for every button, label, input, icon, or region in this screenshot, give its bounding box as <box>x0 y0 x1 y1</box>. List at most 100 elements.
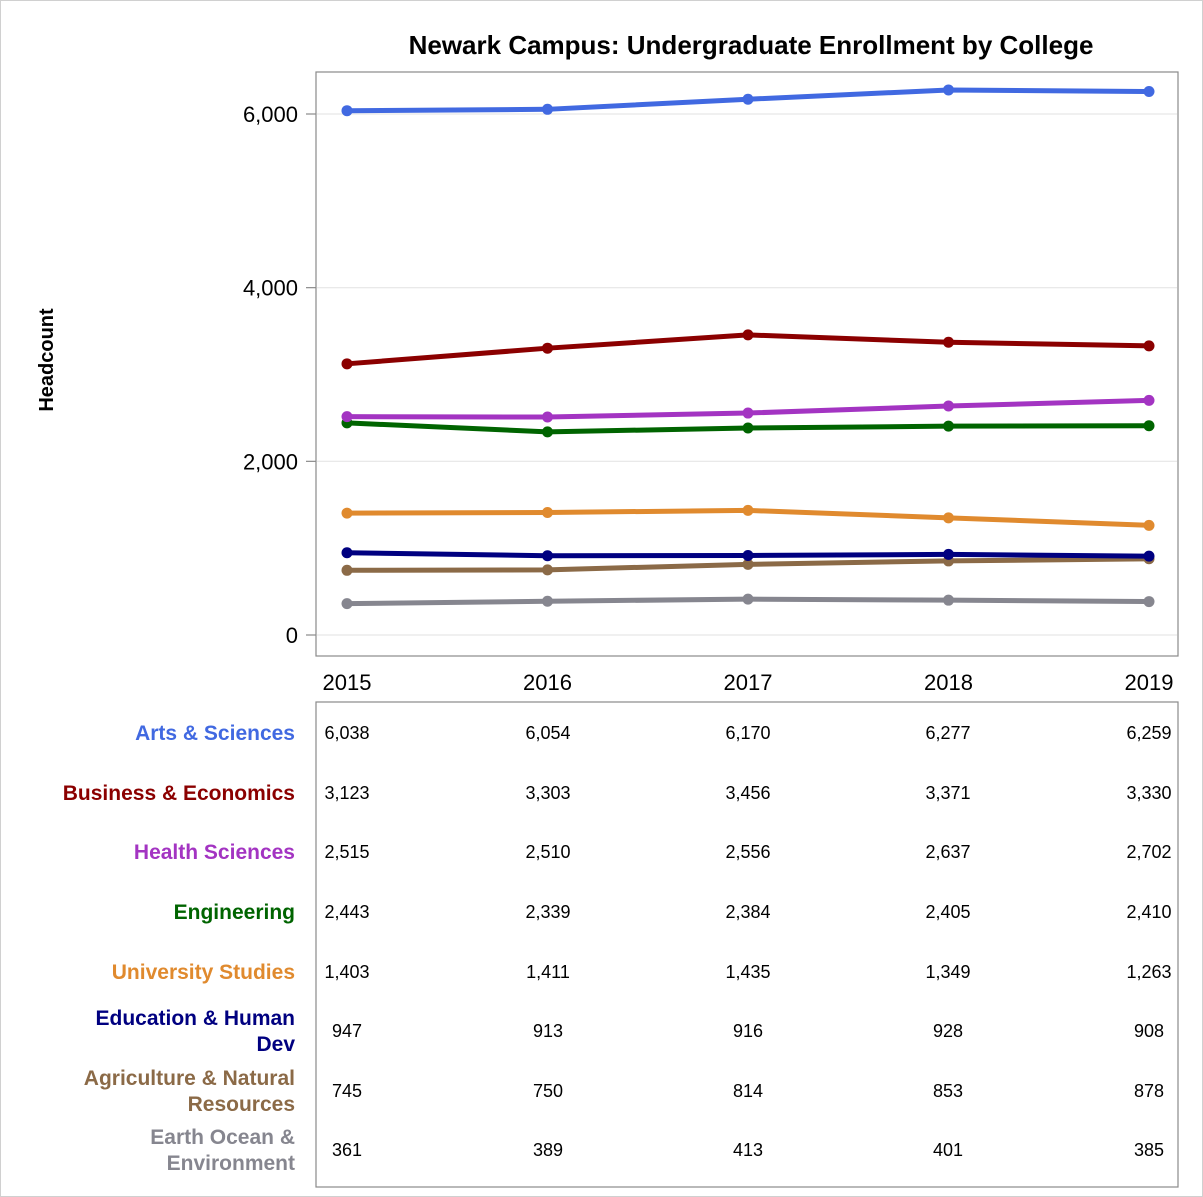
data-point <box>542 596 553 607</box>
data-point <box>743 408 754 419</box>
data-point <box>943 595 954 606</box>
table-cell: 2,510 <box>525 842 570 862</box>
data-point <box>1144 596 1155 607</box>
table-cell: 6,054 <box>525 723 570 743</box>
data-point <box>1144 340 1155 351</box>
data-point <box>743 550 754 561</box>
table-cell: 6,277 <box>925 723 970 743</box>
data-point <box>1144 520 1155 531</box>
table-cell: 1,403 <box>324 962 369 982</box>
table-cell: 389 <box>533 1140 563 1160</box>
table-cell: 6,259 <box>1126 723 1171 743</box>
data-point <box>943 549 954 560</box>
data-point <box>542 104 553 115</box>
y-axis-ticks: 0 2,000 4,000 6,000 <box>243 102 316 648</box>
data-point <box>542 507 553 518</box>
table-cell: 361 <box>332 1140 362 1160</box>
x-tick-label: 2016 <box>523 670 572 695</box>
table-cell: 2,702 <box>1126 842 1171 862</box>
data-point <box>342 105 353 116</box>
table-cell: 2,443 <box>324 902 369 922</box>
table-cell: 2,384 <box>725 902 770 922</box>
table-cell: 2,515 <box>324 842 369 862</box>
table-cell: 750 <box>533 1081 563 1101</box>
table-cell: 745 <box>332 1081 362 1101</box>
table-row-label: Business & Economics <box>63 782 295 805</box>
data-point <box>342 508 353 519</box>
data-point <box>743 505 754 516</box>
data-point <box>943 84 954 95</box>
y-tick-label: 6,000 <box>243 102 298 127</box>
data-point <box>542 564 553 575</box>
data-point <box>1144 551 1155 562</box>
table-row-label: University Studies <box>112 961 295 984</box>
data-point <box>943 512 954 523</box>
table-cell: 947 <box>332 1021 362 1041</box>
table-cell: 385 <box>1134 1140 1164 1160</box>
table-cell: 1,411 <box>526 962 570 982</box>
table-row-label: Arts & Sciences <box>135 722 295 745</box>
table-cell: 1,263 <box>1126 962 1171 982</box>
table-cell: 2,410 <box>1126 902 1171 922</box>
table-cell: 913 <box>533 1021 563 1041</box>
table-cell: 3,371 <box>925 783 970 803</box>
table-cell: 3,456 <box>725 783 770 803</box>
data-point <box>743 94 754 105</box>
data-table: Arts & Sciences 6,038 6,054 6,170 6,277 6,259… <box>63 722 1172 1175</box>
data-point <box>342 598 353 609</box>
table-cell: 2,556 <box>725 842 770 862</box>
data-point <box>943 421 954 432</box>
data-point <box>1144 395 1155 406</box>
table-cell: 3,123 <box>324 783 369 803</box>
table-row-label: Earth Ocean & Environment <box>150 1126 295 1175</box>
y-tick-label: 4,000 <box>243 276 298 301</box>
data-point <box>342 358 353 369</box>
data-point <box>342 547 353 558</box>
table-cell: 413 <box>733 1140 763 1160</box>
data-point <box>743 422 754 433</box>
x-tick-label: 2017 <box>724 670 773 695</box>
table-cell: 928 <box>933 1021 963 1041</box>
y-axis-label: Headcount <box>36 308 58 412</box>
data-table-frame <box>316 702 1178 1187</box>
table-row-label: Engineering <box>174 901 295 924</box>
x-tick-label: 2019 <box>1125 670 1174 695</box>
table-cell: 1,349 <box>925 962 970 982</box>
table-cell: 908 <box>1134 1021 1164 1041</box>
x-axis-ticks: 2015 2016 2017 2018 2019 <box>323 670 1174 695</box>
data-point <box>542 343 553 354</box>
table-cell: 6,038 <box>324 723 369 743</box>
table-cell: 853 <box>933 1081 963 1101</box>
table-cell: 2,339 <box>525 902 570 922</box>
data-point <box>542 550 553 561</box>
data-point <box>1144 420 1155 431</box>
series-lines <box>342 84 1155 609</box>
table-cell: 1,435 <box>725 962 770 982</box>
table-cell: 3,330 <box>1126 783 1171 803</box>
data-point <box>342 565 353 576</box>
table-cell: 878 <box>1134 1081 1164 1101</box>
x-tick-label: 2018 <box>924 670 973 695</box>
data-point <box>743 594 754 605</box>
data-point <box>743 329 754 340</box>
chart-title: Newark Campus: Undergraduate Enrollment … <box>409 30 1094 60</box>
data-point <box>542 426 553 437</box>
y-tick-label: 0 <box>286 623 298 648</box>
table-row-label: Agriculture & Natural Resources <box>84 1067 295 1116</box>
data-point <box>1144 86 1155 97</box>
y-tick-label: 2,000 <box>243 449 298 474</box>
data-point <box>943 337 954 348</box>
table-cell: 2,637 <box>925 842 970 862</box>
table-cell: 3,303 <box>525 783 570 803</box>
data-point <box>342 411 353 422</box>
data-point <box>542 412 553 423</box>
table-cell: 916 <box>733 1021 763 1041</box>
table-cell: 401 <box>933 1140 963 1160</box>
x-tick-label: 2015 <box>323 670 372 695</box>
table-cell: 814 <box>733 1081 763 1101</box>
table-cell: 6,170 <box>725 723 770 743</box>
data-point <box>943 401 954 412</box>
table-row-label: Education & Human Dev <box>95 1007 295 1056</box>
table-row-label: Health Sciences <box>134 841 295 864</box>
